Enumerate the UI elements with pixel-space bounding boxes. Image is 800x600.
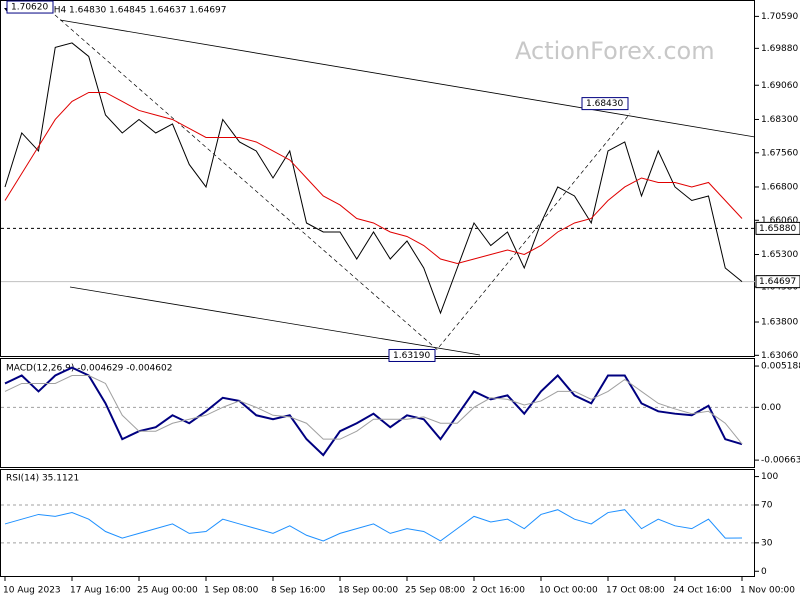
- channel-lower: [69, 286, 481, 356]
- y-tick-label: 1.68300: [761, 115, 798, 125]
- y-tick-label: 1.67560: [761, 148, 798, 158]
- y-tick-label: 1.70590: [761, 12, 798, 22]
- y-tick-label: 1.63800: [761, 318, 798, 328]
- x-tick-label: 1 Nov 00:00: [740, 586, 795, 596]
- y-tick-label: 1.69880: [761, 44, 798, 54]
- x-tick-label: 10 Aug 2023: [3, 586, 61, 596]
- y-tick-label: 0.005188: [761, 362, 800, 372]
- rsi-panel: [0, 469, 755, 577]
- x-tick-label: 24 Oct 16:00: [673, 586, 732, 596]
- level-label: 1.65880: [759, 224, 796, 234]
- x-tick-label: 25 Aug 00:00: [137, 586, 198, 596]
- series-line: [4, 509, 743, 542]
- x-tick-label: 2 Oct 16:00: [472, 586, 525, 596]
- swing-label: 1.63190: [393, 351, 430, 361]
- series-line: [4, 42, 743, 315]
- y-tick-label: 0.00: [761, 403, 781, 413]
- x-tick-label: 10 Oct 00:00: [539, 586, 598, 596]
- zigzag: [54, 14, 631, 350]
- swing-label-box: [388, 348, 436, 362]
- y-tick-label: 1.66060: [761, 216, 798, 226]
- x-tick-label: 17 Aug 16:00: [70, 586, 131, 596]
- macd-panel: [0, 358, 755, 468]
- y-tick-label: 30: [761, 538, 773, 548]
- swing-label: 1.68430: [586, 99, 623, 109]
- last-price-label: 1.64697: [759, 277, 796, 287]
- series-line: [4, 375, 743, 445]
- x-tick-label: 18 Sep 00:00: [338, 586, 398, 596]
- channel-upper: [59, 19, 756, 138]
- swing-label-box: [6, 0, 54, 14]
- watermark: ActionForex.com: [515, 37, 715, 65]
- series-line: [4, 91, 743, 265]
- y-tick-label: 70: [761, 500, 773, 510]
- level-label-box: [755, 221, 800, 235]
- y-tick-label: -0.006635: [761, 456, 800, 466]
- last-price-box: [755, 275, 800, 289]
- x-tick-label: 25 Sep 08:00: [405, 586, 465, 596]
- swing-label: 1.70620: [11, 3, 48, 13]
- y-tick-label: 1.66800: [761, 182, 798, 192]
- y-tick-label: 0: [761, 567, 767, 577]
- swing-label-box: [581, 97, 629, 111]
- x-tick-label: 1 Sep 08:00: [204, 586, 259, 596]
- y-tick-label: 1.65300: [761, 250, 798, 260]
- price-panel: [0, 0, 755, 357]
- y-tick-label: 100: [761, 472, 778, 482]
- rsi-title: RSI(14) 35.1121: [6, 474, 79, 484]
- x-tick-label: 17 Oct 08:00: [606, 586, 665, 596]
- y-tick-label: 1.69060: [761, 81, 798, 91]
- series-line: [4, 366, 743, 457]
- x-tick-label: 8 Sep 16:00: [271, 586, 326, 596]
- macd-title: MACD(12,26,9) -0.004629 -0.004602: [6, 364, 172, 374]
- chart-title: EURAUD,H4 1.64830 1.64845 1.64637 1.6469…: [13, 6, 227, 16]
- y-tick-label: 1.63060: [761, 351, 798, 361]
